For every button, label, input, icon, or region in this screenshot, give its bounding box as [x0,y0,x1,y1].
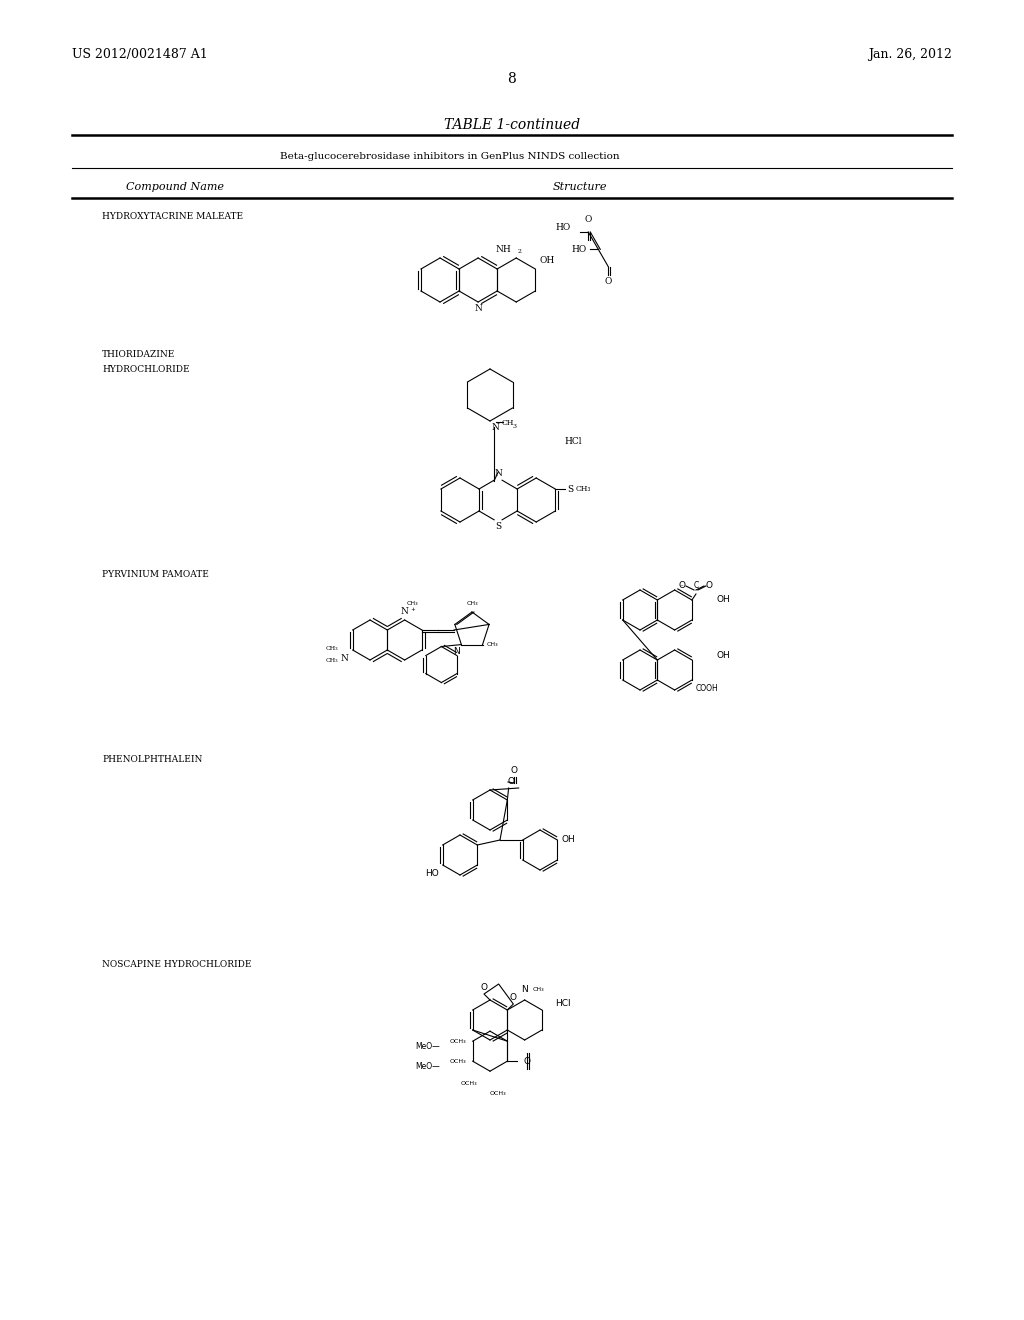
Text: N: N [400,607,409,616]
Text: Jan. 26, 2012: Jan. 26, 2012 [868,48,952,61]
Text: N: N [453,647,460,656]
Text: O: O [679,582,686,590]
Text: O: O [585,215,592,224]
Text: US 2012/0021487 A1: US 2012/0021487 A1 [72,48,208,61]
Text: OCH₃: OCH₃ [489,1092,506,1096]
Text: MeO—: MeO— [416,1041,440,1051]
Text: OH: OH [540,256,555,265]
Text: OH: OH [561,836,575,845]
Text: HYDROCHLORIDE: HYDROCHLORIDE [102,366,189,374]
Text: TABLE 1-continued: TABLE 1-continued [444,117,580,132]
Text: OH: OH [717,651,731,660]
Text: NOSCAPINE HYDROCHLORIDE: NOSCAPINE HYDROCHLORIDE [102,960,252,969]
Text: OCH₃: OCH₃ [451,1039,467,1044]
Text: S: S [567,484,573,494]
Text: +: + [411,607,416,612]
Text: CH₃: CH₃ [466,601,478,606]
Text: 2: 2 [517,249,521,253]
Text: N: N [341,653,349,663]
Text: THIORIDAZINE: THIORIDAZINE [102,350,175,359]
Text: Structure: Structure [553,182,607,191]
Text: O: O [604,277,612,285]
Text: 3: 3 [512,424,516,429]
Text: N: N [474,304,482,313]
Text: O: O [480,983,487,993]
Text: NH: NH [496,246,511,253]
Text: CH₃: CH₃ [407,601,418,606]
Text: MeO—: MeO— [416,1061,440,1071]
Text: S: S [495,521,501,531]
Text: O: O [706,582,713,590]
Text: CH₃: CH₃ [532,987,545,993]
Text: Beta-glucocerebrosidase inhibitors in GenPlus NINDS collection: Beta-glucocerebrosidase inhibitors in Ge… [280,152,620,161]
Text: O: O [523,1057,530,1065]
Text: N: N [521,985,528,994]
Text: HO: HO [425,869,438,878]
Text: CH₃: CH₃ [486,642,498,647]
Text: PYRVINIUM PAMOATE: PYRVINIUM PAMOATE [102,570,209,579]
Text: COOH: COOH [696,684,719,693]
Text: HCl: HCl [564,437,582,446]
Text: OCH₃: OCH₃ [461,1081,477,1086]
Text: Compound Name: Compound Name [126,182,224,191]
Text: HYDROXYTACRINE MALEATE: HYDROXYTACRINE MALEATE [102,213,243,220]
Text: HO: HO [555,223,570,232]
Text: OH: OH [717,595,731,605]
Text: HCl: HCl [555,999,570,1008]
Text: PHENOLPHTHALEIN: PHENOLPHTHALEIN [102,755,203,764]
Text: CH₃: CH₃ [326,645,339,651]
Text: O: O [510,766,517,775]
Text: HO: HO [571,244,587,253]
Text: N: N [495,469,502,478]
Text: ⁻: ⁻ [679,583,683,590]
Text: CH: CH [502,418,514,426]
Text: CH₃: CH₃ [575,484,591,492]
Text: C: C [693,581,698,590]
Text: OCH₃: OCH₃ [451,1059,467,1064]
Text: O: O [510,993,517,1002]
Text: N: N [492,422,500,432]
Text: CH₃: CH₃ [326,657,339,663]
Text: O: O [508,777,515,787]
Text: 8: 8 [508,73,516,86]
